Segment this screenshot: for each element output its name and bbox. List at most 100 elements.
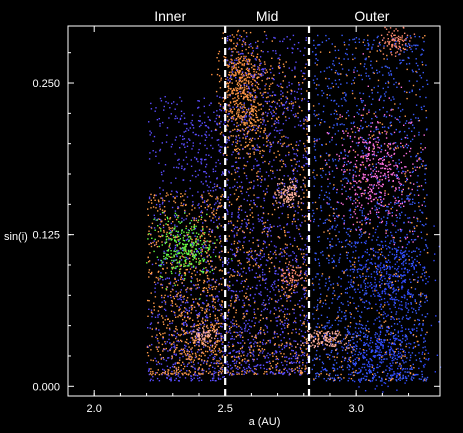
data-point <box>157 369 159 371</box>
data-point <box>282 104 284 106</box>
data-point <box>281 269 283 272</box>
data-point <box>305 116 307 118</box>
data-point <box>415 62 418 65</box>
data-point <box>282 305 284 307</box>
data-point <box>284 190 286 192</box>
data-point <box>254 260 257 262</box>
data-point <box>283 250 285 252</box>
data-point <box>178 274 180 277</box>
data-point <box>222 263 224 266</box>
data-point <box>249 231 251 234</box>
data-point <box>163 323 165 325</box>
data-point <box>159 223 161 225</box>
data-point <box>280 192 282 194</box>
data-point <box>289 344 291 346</box>
data-point <box>149 373 152 375</box>
data-point <box>293 269 295 272</box>
data-point <box>304 368 306 370</box>
data-point <box>314 252 316 254</box>
data-point <box>301 82 304 84</box>
data-point <box>251 123 253 125</box>
data-point <box>292 178 295 180</box>
data-point <box>269 149 271 151</box>
data-point <box>249 228 252 230</box>
data-point <box>236 371 238 374</box>
data-point <box>190 359 192 361</box>
data-point <box>187 353 189 355</box>
data-point <box>235 254 237 257</box>
data-point <box>151 271 153 274</box>
data-point <box>243 286 245 288</box>
data-point <box>303 352 306 354</box>
data-point <box>268 368 271 370</box>
data-point <box>186 299 188 302</box>
data-point <box>263 331 265 334</box>
data-point <box>206 277 209 279</box>
data-point <box>269 251 272 253</box>
data-point <box>198 335 200 338</box>
data-point <box>270 71 272 74</box>
data-point <box>213 331 215 333</box>
data-point <box>278 72 281 74</box>
data-point <box>253 98 255 100</box>
data-point <box>232 101 235 103</box>
data-point <box>193 325 195 328</box>
data-point <box>223 195 225 198</box>
data-point <box>229 329 231 332</box>
data-point <box>251 47 254 49</box>
data-point <box>188 213 191 215</box>
data-point <box>193 226 196 229</box>
data-point <box>278 237 281 239</box>
data-point <box>176 215 179 217</box>
data-point <box>253 199 255 201</box>
data-point <box>204 319 207 321</box>
data-point <box>283 199 285 201</box>
data-point <box>302 182 305 185</box>
data-point <box>293 291 295 293</box>
data-point <box>249 155 251 158</box>
data-point <box>253 203 255 205</box>
data-point <box>235 138 237 141</box>
data-point <box>248 304 250 306</box>
data-point <box>263 348 266 351</box>
data-point <box>147 315 149 317</box>
data-point <box>240 334 242 337</box>
data-point <box>214 216 217 218</box>
data-point <box>304 331 307 333</box>
data-point <box>287 188 290 190</box>
data-point <box>236 297 238 300</box>
data-point <box>304 272 306 274</box>
data-point <box>175 190 178 193</box>
data-point <box>207 260 209 262</box>
data-point <box>188 318 191 320</box>
data-point <box>192 374 195 376</box>
data-point <box>209 203 211 206</box>
data-point <box>260 50 263 52</box>
data-point <box>277 285 279 287</box>
data-point <box>370 262 372 264</box>
data-point <box>249 141 251 143</box>
data-point <box>237 196 240 198</box>
data-point <box>272 253 275 255</box>
data-point <box>244 57 246 59</box>
data-point <box>195 258 197 260</box>
data-point <box>203 291 205 293</box>
data-point <box>306 238 308 240</box>
data-point <box>195 225 197 228</box>
data-point <box>279 139 281 141</box>
data-point <box>219 87 222 89</box>
data-point <box>280 86 282 88</box>
data-point <box>235 294 237 296</box>
data-point <box>282 71 284 73</box>
data-point <box>258 292 260 295</box>
data-point <box>255 124 257 127</box>
data-point <box>233 362 236 365</box>
data-point <box>214 356 216 358</box>
data-point <box>301 99 303 102</box>
data-point <box>264 324 267 327</box>
data-point <box>181 217 183 219</box>
data-point <box>172 285 174 287</box>
data-point <box>271 125 273 127</box>
data-point <box>170 146 173 148</box>
data-point <box>243 172 246 174</box>
